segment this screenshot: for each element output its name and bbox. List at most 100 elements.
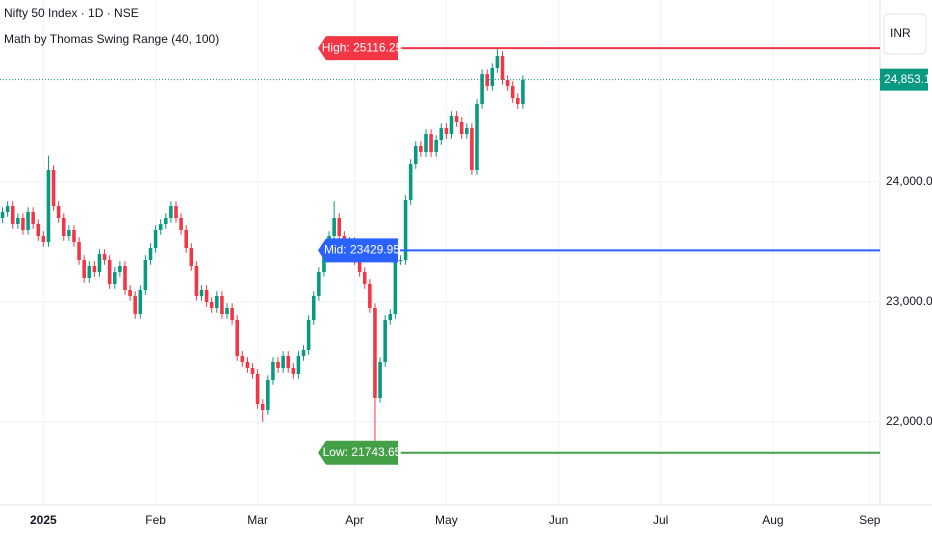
candle-body <box>378 361 382 398</box>
candle-body <box>215 295 219 308</box>
candle-body <box>204 289 209 302</box>
candle-body <box>133 295 137 314</box>
candle-body <box>128 289 132 296</box>
candle-body <box>332 218 336 237</box>
candle-body <box>500 56 505 81</box>
candle-body <box>36 224 41 237</box>
indicator-name: Math by Thomas Swing Range (40, 100) <box>4 32 219 46</box>
candle-body <box>240 355 245 362</box>
candle-body <box>230 307 234 320</box>
candle-body <box>485 74 489 87</box>
candle-body <box>444 128 449 135</box>
candle-body <box>138 289 143 314</box>
x-tick-label: May <box>435 513 458 527</box>
candle-body <box>250 367 255 374</box>
candle-body <box>459 122 464 135</box>
candle-body <box>317 271 321 296</box>
candle-body <box>153 230 158 249</box>
candle-body <box>286 355 291 368</box>
candle-body <box>209 301 214 308</box>
candle-body <box>16 218 20 225</box>
candle-body <box>475 104 479 171</box>
candle-body <box>143 259 148 290</box>
currency-box[interactable] <box>883 13 927 55</box>
y-tick-label: 23,000.00 <box>886 294 932 308</box>
candle-body <box>148 248 153 260</box>
candle-body <box>21 218 25 231</box>
x-tick-label: Aug <box>762 513 783 527</box>
candle-body <box>403 200 408 260</box>
candle-body <box>123 265 127 290</box>
x-tick-label: Apr <box>345 513 364 527</box>
candle-body <box>102 253 107 260</box>
candle-body <box>398 259 403 261</box>
plot: 22,000.00 23,000.00 24,000.00 2025 Feb Mar Apr… <box>0 0 932 527</box>
candle-body <box>311 295 316 320</box>
candle-body <box>92 265 97 272</box>
candle-body <box>235 319 240 356</box>
candle-body <box>337 218 342 237</box>
last-price-box <box>880 68 928 91</box>
candle-body <box>51 170 56 207</box>
candle-body <box>72 230 76 243</box>
level-label-box <box>318 36 398 61</box>
candle-body <box>516 98 520 105</box>
candle-body <box>449 116 454 135</box>
level-label: High: 25116.25 <box>322 40 403 54</box>
level-label: Mid: 23429.95 <box>324 243 400 257</box>
candle-body <box>424 134 428 153</box>
candle-body <box>46 170 51 243</box>
candle-body <box>291 367 296 374</box>
candle-body <box>419 146 423 153</box>
candle-body <box>260 403 265 410</box>
candle-body <box>245 361 250 368</box>
candle-body <box>194 265 199 296</box>
candle-body <box>174 206 178 219</box>
candle-body <box>41 236 46 243</box>
candle-body <box>306 319 311 350</box>
candle-body <box>470 128 474 171</box>
candle-body <box>118 265 122 272</box>
candle-body <box>490 68 495 87</box>
candle-body <box>276 361 280 368</box>
currency[interactable]: INR <box>890 26 911 40</box>
candle-body <box>26 212 30 231</box>
candle-body <box>388 313 393 320</box>
candle-body <box>464 128 469 135</box>
candle-body <box>266 379 270 410</box>
candle-body <box>368 283 372 308</box>
candle-body <box>97 253 102 272</box>
candle-body <box>5 206 10 213</box>
candle-body <box>413 146 418 165</box>
candle-body <box>164 218 168 225</box>
candle-body <box>434 140 438 153</box>
candle-body <box>56 206 61 219</box>
candle-body <box>158 224 163 231</box>
x-tick-label: 2025 <box>30 513 57 527</box>
level-label-box <box>318 238 398 263</box>
candle-body <box>281 355 285 368</box>
candle-body <box>510 86 515 99</box>
candle-body <box>301 349 306 356</box>
x-tick-label: Jul <box>653 513 668 527</box>
level-label: Low: 21743.65 <box>323 445 402 459</box>
x-tick-label: Jun <box>549 513 568 527</box>
candle-body <box>383 319 387 362</box>
candle-body <box>77 242 81 260</box>
candle-body <box>0 212 5 219</box>
last-price-label: 24,853.15 <box>884 72 932 86</box>
chart-title: Nifty 50 Index · 1D · NSE <box>4 6 139 20</box>
candle-body <box>199 289 204 296</box>
candle-body <box>61 218 66 237</box>
candle-body <box>82 259 86 278</box>
candle-body <box>393 259 398 314</box>
candle-body <box>429 134 433 153</box>
y-tick-label: 22,000.00 <box>886 414 932 428</box>
level-label-box <box>318 440 398 465</box>
candle-body <box>189 248 194 266</box>
candle-body <box>495 56 500 69</box>
candle-body <box>87 265 92 278</box>
candle-body <box>357 259 362 272</box>
candle-body <box>179 218 183 231</box>
